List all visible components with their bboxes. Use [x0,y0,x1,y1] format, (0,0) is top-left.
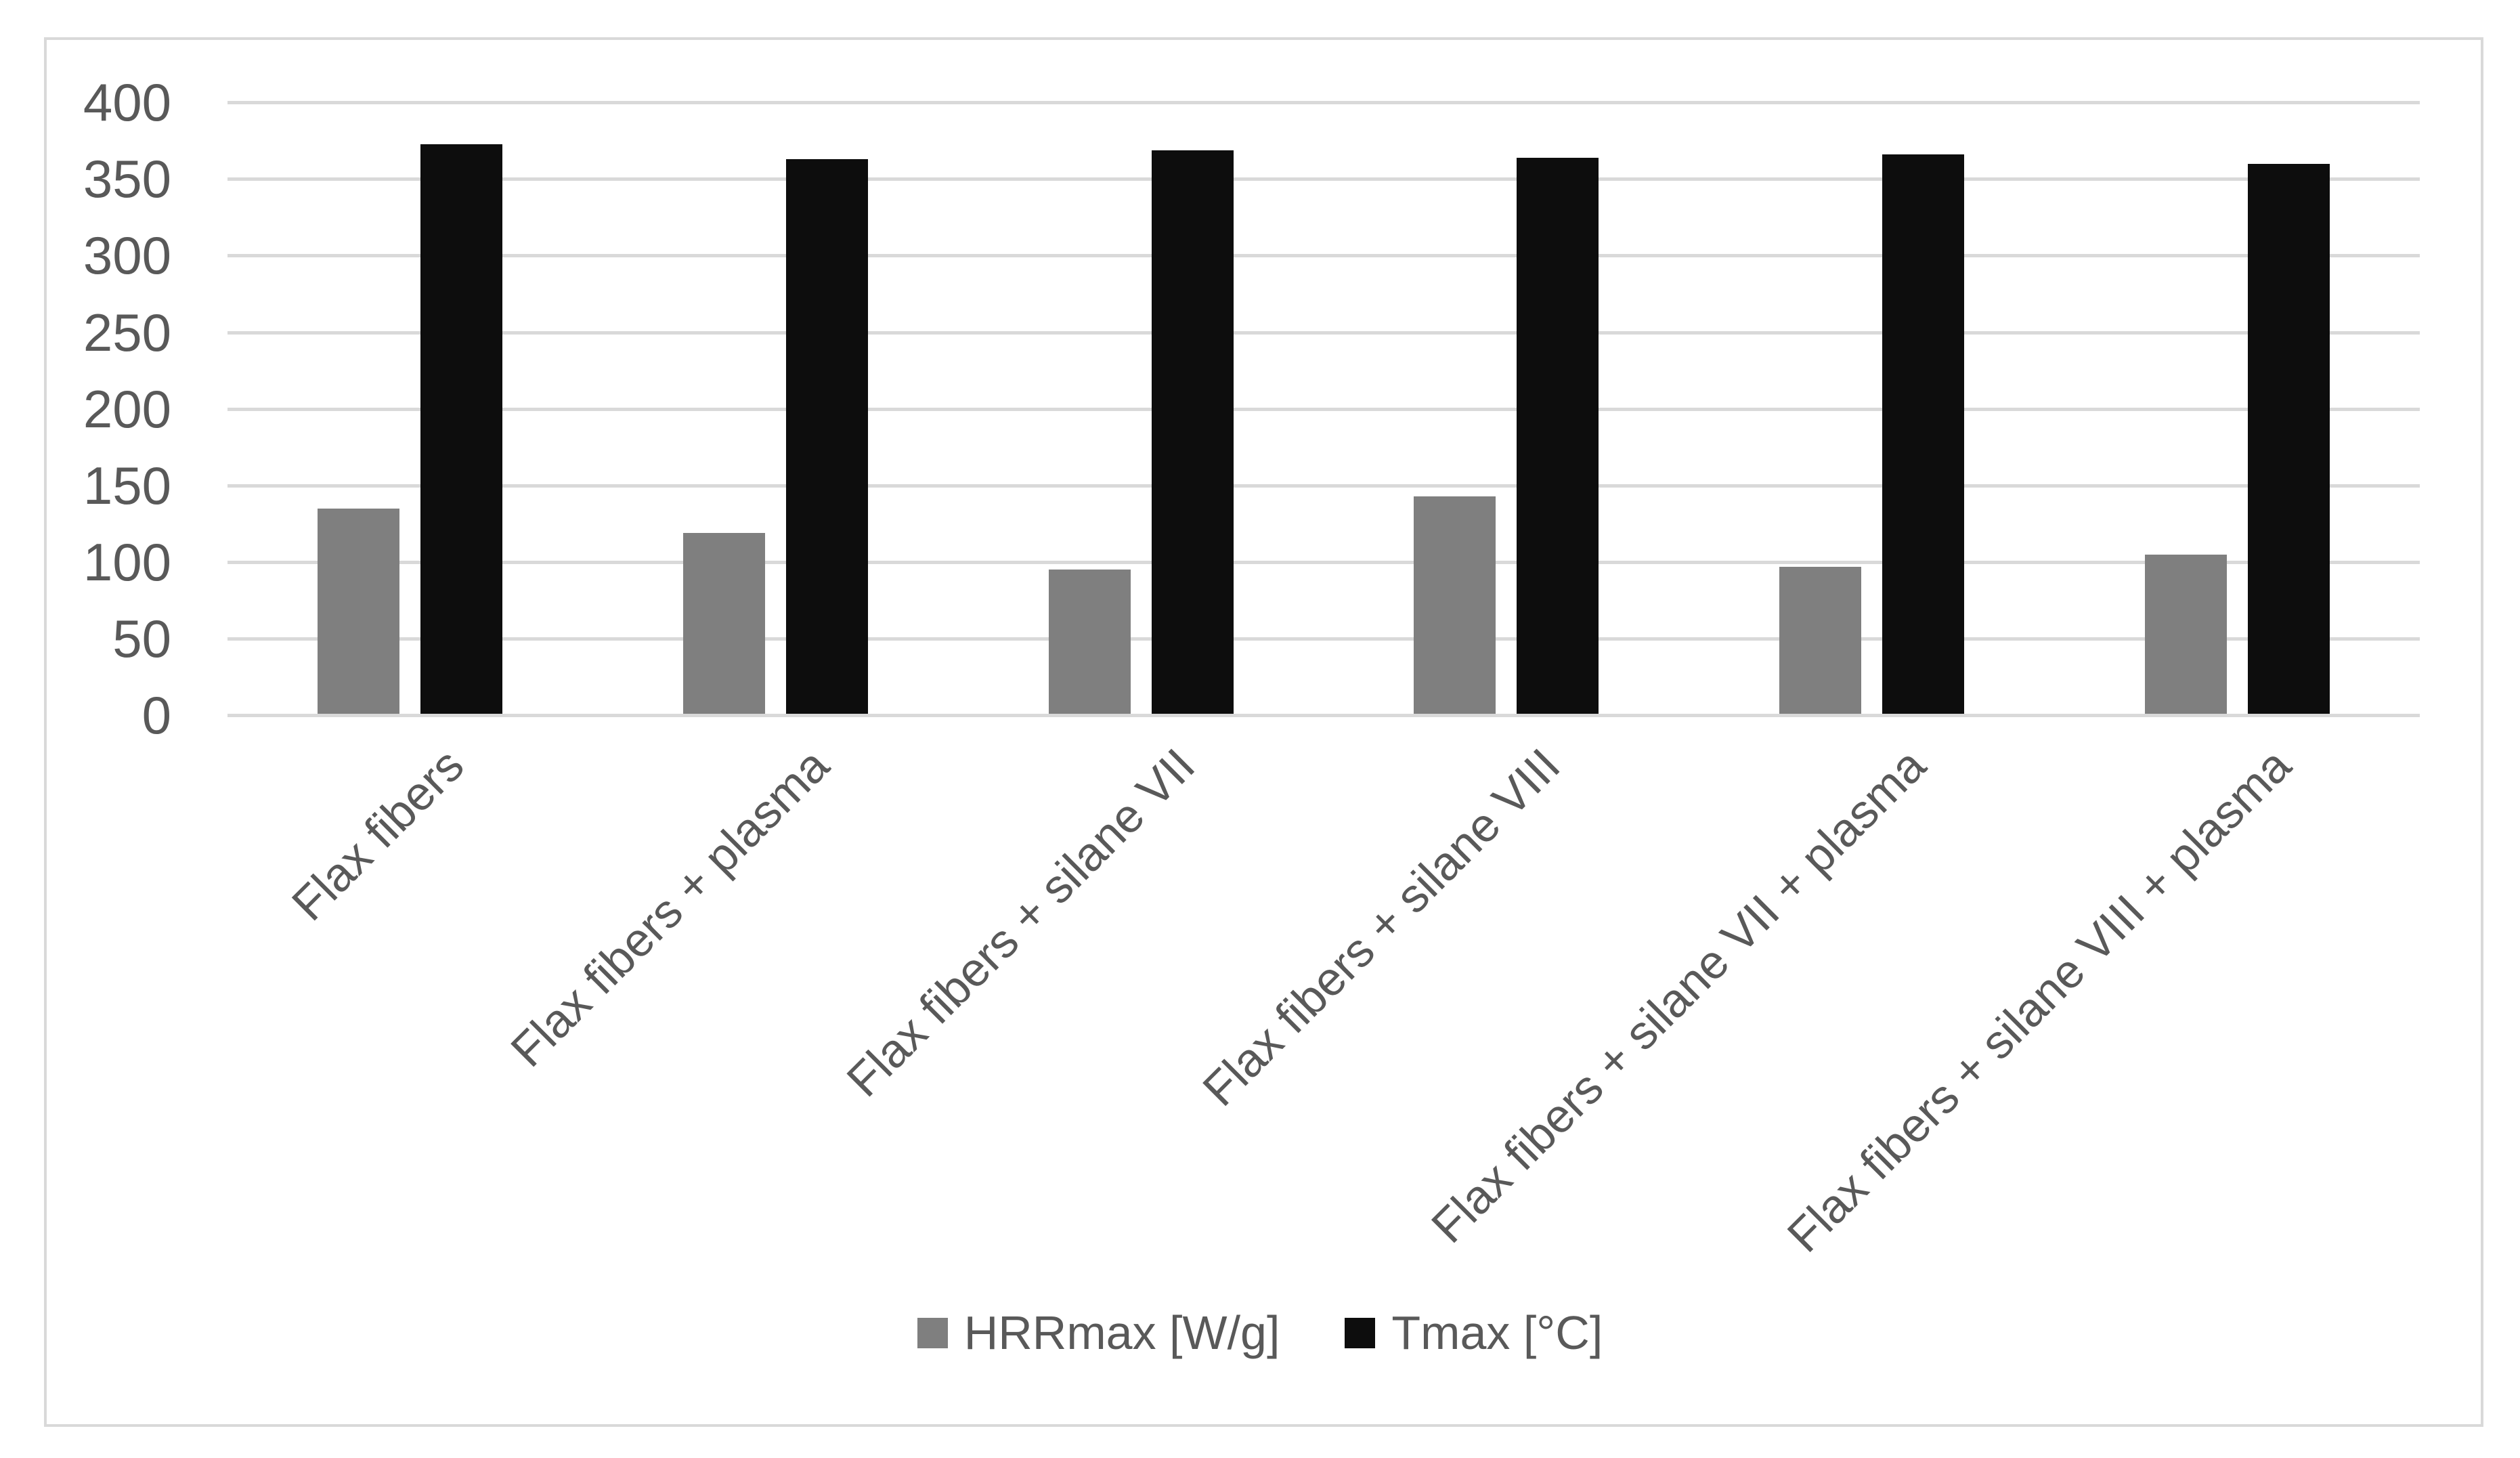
y-tick-label-100: 100 [83,532,171,592]
gridline-250 [227,330,2420,335]
legend-label-tmax: Tmax [°C] [1391,1306,1603,1359]
bar-hrrmax-5 [1779,566,1861,714]
legend-label-hrrmax: HRRmax [W/g] [963,1306,1280,1359]
gridline-200 [227,407,2420,411]
legend-swatch-tmax [1345,1317,1376,1348]
y-tick-label-400: 400 [83,72,171,133]
y-tick-label-200: 200 [83,379,171,439]
gridline-400 [227,101,2420,105]
bar-hrrmax-4 [1414,496,1496,714]
y-tick-label-0: 0 [142,685,171,745]
bar-tmax-2 [786,159,868,714]
legend: HRRmax [W/g] Tmax [°C] [0,1306,2520,1360]
gridline-300 [227,254,2420,258]
chart-frame [44,37,2483,1427]
bar-tmax-5 [1882,154,1964,714]
gridline-0 [227,714,2420,717]
legend-swatch-hrrmax [917,1317,948,1348]
gridline-350 [227,177,2420,181]
gridline-100 [227,560,2420,564]
bar-hrrmax-6 [2144,554,2227,714]
bar-tmax-4 [1517,157,1599,714]
bar-hrrmax-3 [1048,570,1131,714]
legend-item-hrrmax: HRRmax [W/g] [917,1306,1280,1360]
bar-tmax-6 [2247,163,2330,714]
y-tick-label-350: 350 [83,149,171,209]
legend-item-tmax: Tmax [°C] [1345,1306,1603,1360]
y-tick-label-300: 300 [83,226,171,286]
bar-tmax-1 [420,144,503,714]
bar-hrrmax-2 [683,533,765,714]
y-tick-label-250: 250 [83,302,171,362]
bar-tmax-3 [1151,150,1234,714]
y-tick-label-50: 50 [112,608,171,668]
gridline-50 [227,637,2420,641]
bar-hrrmax-1 [318,508,400,714]
gridline-150 [227,484,2420,488]
y-tick-label-150: 150 [83,455,171,515]
